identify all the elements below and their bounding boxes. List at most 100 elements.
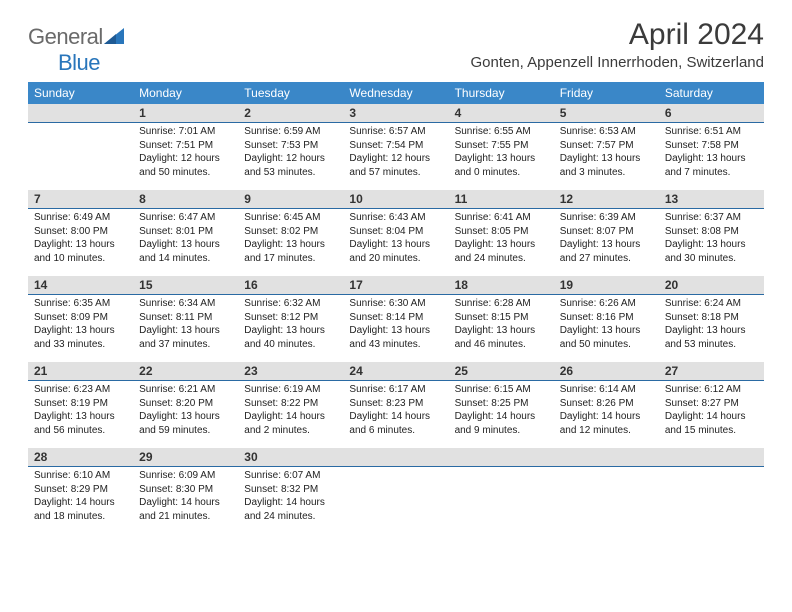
- logo-text-blue: Blue: [28, 50, 100, 75]
- day-cell: [659, 448, 764, 534]
- day-body: Sunrise: 6:15 AMSunset: 8:25 PMDaylight:…: [449, 381, 554, 441]
- day-cell: 18Sunrise: 6:28 AMSunset: 8:15 PMDayligh…: [449, 276, 554, 362]
- sunrise-text: Sunrise: 6:28 AM: [455, 297, 548, 311]
- page-header: General Blue April 2024 Gonten, Appenzel…: [28, 18, 764, 76]
- weekday-saturday: Saturday: [659, 82, 764, 104]
- day-cell: 25Sunrise: 6:15 AMSunset: 8:25 PMDayligh…: [449, 362, 554, 448]
- day-cell: 22Sunrise: 6:21 AMSunset: 8:20 PMDayligh…: [133, 362, 238, 448]
- day-number: [659, 448, 764, 467]
- sunrise-text: Sunrise: 6:32 AM: [244, 297, 337, 311]
- sunset-text: Sunset: 8:12 PM: [244, 311, 337, 325]
- daylight-text: Daylight: 14 hours and 9 minutes.: [455, 410, 548, 437]
- sunset-text: Sunset: 7:51 PM: [139, 139, 232, 153]
- weekday-thursday: Thursday: [449, 82, 554, 104]
- day-cell: 30Sunrise: 6:07 AMSunset: 8:32 PMDayligh…: [238, 448, 343, 534]
- daylight-text: Daylight: 13 hours and 30 minutes.: [665, 238, 758, 265]
- daylight-text: Daylight: 13 hours and 40 minutes.: [244, 324, 337, 351]
- day-body: Sunrise: 6:28 AMSunset: 8:15 PMDaylight:…: [449, 295, 554, 355]
- day-body: Sunrise: 7:01 AMSunset: 7:51 PMDaylight:…: [133, 123, 238, 183]
- day-body: Sunrise: 6:39 AMSunset: 8:07 PMDaylight:…: [554, 209, 659, 269]
- day-body: Sunrise: 6:57 AMSunset: 7:54 PMDaylight:…: [343, 123, 448, 183]
- daylight-text: Daylight: 12 hours and 57 minutes.: [349, 152, 442, 179]
- daylight-text: Daylight: 14 hours and 12 minutes.: [560, 410, 653, 437]
- day-number: [554, 448, 659, 467]
- day-cell: 3Sunrise: 6:57 AMSunset: 7:54 PMDaylight…: [343, 104, 448, 190]
- sunset-text: Sunset: 8:19 PM: [34, 397, 127, 411]
- sunrise-text: Sunrise: 6:19 AM: [244, 383, 337, 397]
- sunrise-text: Sunrise: 7:01 AM: [139, 125, 232, 139]
- day-body: Sunrise: 6:10 AMSunset: 8:29 PMDaylight:…: [28, 467, 133, 527]
- day-number: 10: [343, 190, 448, 209]
- day-number: 30: [238, 448, 343, 467]
- sunset-text: Sunset: 8:16 PM: [560, 311, 653, 325]
- day-number: 23: [238, 362, 343, 381]
- daylight-text: Daylight: 13 hours and 56 minutes.: [34, 410, 127, 437]
- day-number: 13: [659, 190, 764, 209]
- sunrise-text: Sunrise: 6:47 AM: [139, 211, 232, 225]
- day-number: 8: [133, 190, 238, 209]
- sunset-text: Sunset: 8:26 PM: [560, 397, 653, 411]
- day-cell: [28, 104, 133, 190]
- daylight-text: Daylight: 14 hours and 24 minutes.: [244, 496, 337, 523]
- sunrise-text: Sunrise: 6:09 AM: [139, 469, 232, 483]
- day-number: 16: [238, 276, 343, 295]
- daylight-text: Daylight: 13 hours and 24 minutes.: [455, 238, 548, 265]
- sunset-text: Sunset: 8:11 PM: [139, 311, 232, 325]
- day-body: Sunrise: 6:32 AMSunset: 8:12 PMDaylight:…: [238, 295, 343, 355]
- day-number: 28: [28, 448, 133, 467]
- sunrise-text: Sunrise: 6:59 AM: [244, 125, 337, 139]
- day-number: 17: [343, 276, 448, 295]
- day-number: [28, 104, 133, 123]
- sunset-text: Sunset: 8:07 PM: [560, 225, 653, 239]
- sunset-text: Sunset: 8:08 PM: [665, 225, 758, 239]
- day-cell: 11Sunrise: 6:41 AMSunset: 8:05 PMDayligh…: [449, 190, 554, 276]
- day-cell: 29Sunrise: 6:09 AMSunset: 8:30 PMDayligh…: [133, 448, 238, 534]
- day-number: 6: [659, 104, 764, 123]
- day-body: Sunrise: 6:23 AMSunset: 8:19 PMDaylight:…: [28, 381, 133, 441]
- sunset-text: Sunset: 7:54 PM: [349, 139, 442, 153]
- day-number: 19: [554, 276, 659, 295]
- day-number: 11: [449, 190, 554, 209]
- daylight-text: Daylight: 13 hours and 7 minutes.: [665, 152, 758, 179]
- day-body: Sunrise: 6:24 AMSunset: 8:18 PMDaylight:…: [659, 295, 764, 355]
- day-number: [449, 448, 554, 467]
- day-body: Sunrise: 6:49 AMSunset: 8:00 PMDaylight:…: [28, 209, 133, 269]
- sunrise-text: Sunrise: 6:34 AM: [139, 297, 232, 311]
- sunrise-text: Sunrise: 6:35 AM: [34, 297, 127, 311]
- day-body: Sunrise: 6:37 AMSunset: 8:08 PMDaylight:…: [659, 209, 764, 269]
- daylight-text: Daylight: 13 hours and 33 minutes.: [34, 324, 127, 351]
- daylight-text: Daylight: 14 hours and 21 minutes.: [139, 496, 232, 523]
- day-cell: 21Sunrise: 6:23 AMSunset: 8:19 PMDayligh…: [28, 362, 133, 448]
- calendar-page: General Blue April 2024 Gonten, Appenzel…: [0, 0, 792, 544]
- sunrise-text: Sunrise: 6:21 AM: [139, 383, 232, 397]
- daylight-text: Daylight: 13 hours and 14 minutes.: [139, 238, 232, 265]
- title-block: April 2024 Gonten, Appenzell Innerrhoden…: [470, 18, 764, 71]
- day-number: 1: [133, 104, 238, 123]
- day-number: 29: [133, 448, 238, 467]
- day-body: Sunrise: 6:35 AMSunset: 8:09 PMDaylight:…: [28, 295, 133, 355]
- sunrise-text: Sunrise: 6:51 AM: [665, 125, 758, 139]
- day-body: Sunrise: 6:43 AMSunset: 8:04 PMDaylight:…: [343, 209, 448, 269]
- logo: General Blue: [28, 18, 124, 76]
- sunset-text: Sunset: 8:20 PM: [139, 397, 232, 411]
- daylight-text: Daylight: 13 hours and 10 minutes.: [34, 238, 127, 265]
- daylight-text: Daylight: 13 hours and 43 minutes.: [349, 324, 442, 351]
- sunset-text: Sunset: 8:18 PM: [665, 311, 758, 325]
- sunrise-text: Sunrise: 6:43 AM: [349, 211, 442, 225]
- day-body: Sunrise: 6:53 AMSunset: 7:57 PMDaylight:…: [554, 123, 659, 183]
- daylight-text: Daylight: 14 hours and 18 minutes.: [34, 496, 127, 523]
- sunset-text: Sunset: 8:14 PM: [349, 311, 442, 325]
- day-cell: 28Sunrise: 6:10 AMSunset: 8:29 PMDayligh…: [28, 448, 133, 534]
- logo-text-general: General: [28, 24, 103, 49]
- sunset-text: Sunset: 8:15 PM: [455, 311, 548, 325]
- sunrise-text: Sunrise: 6:49 AM: [34, 211, 127, 225]
- sunset-text: Sunset: 8:23 PM: [349, 397, 442, 411]
- day-cell: 17Sunrise: 6:30 AMSunset: 8:14 PMDayligh…: [343, 276, 448, 362]
- day-number: 3: [343, 104, 448, 123]
- day-cell: [343, 448, 448, 534]
- day-number: 2: [238, 104, 343, 123]
- day-cell: 20Sunrise: 6:24 AMSunset: 8:18 PMDayligh…: [659, 276, 764, 362]
- sunset-text: Sunset: 8:22 PM: [244, 397, 337, 411]
- daylight-text: Daylight: 13 hours and 37 minutes.: [139, 324, 232, 351]
- daylight-text: Daylight: 13 hours and 50 minutes.: [560, 324, 653, 351]
